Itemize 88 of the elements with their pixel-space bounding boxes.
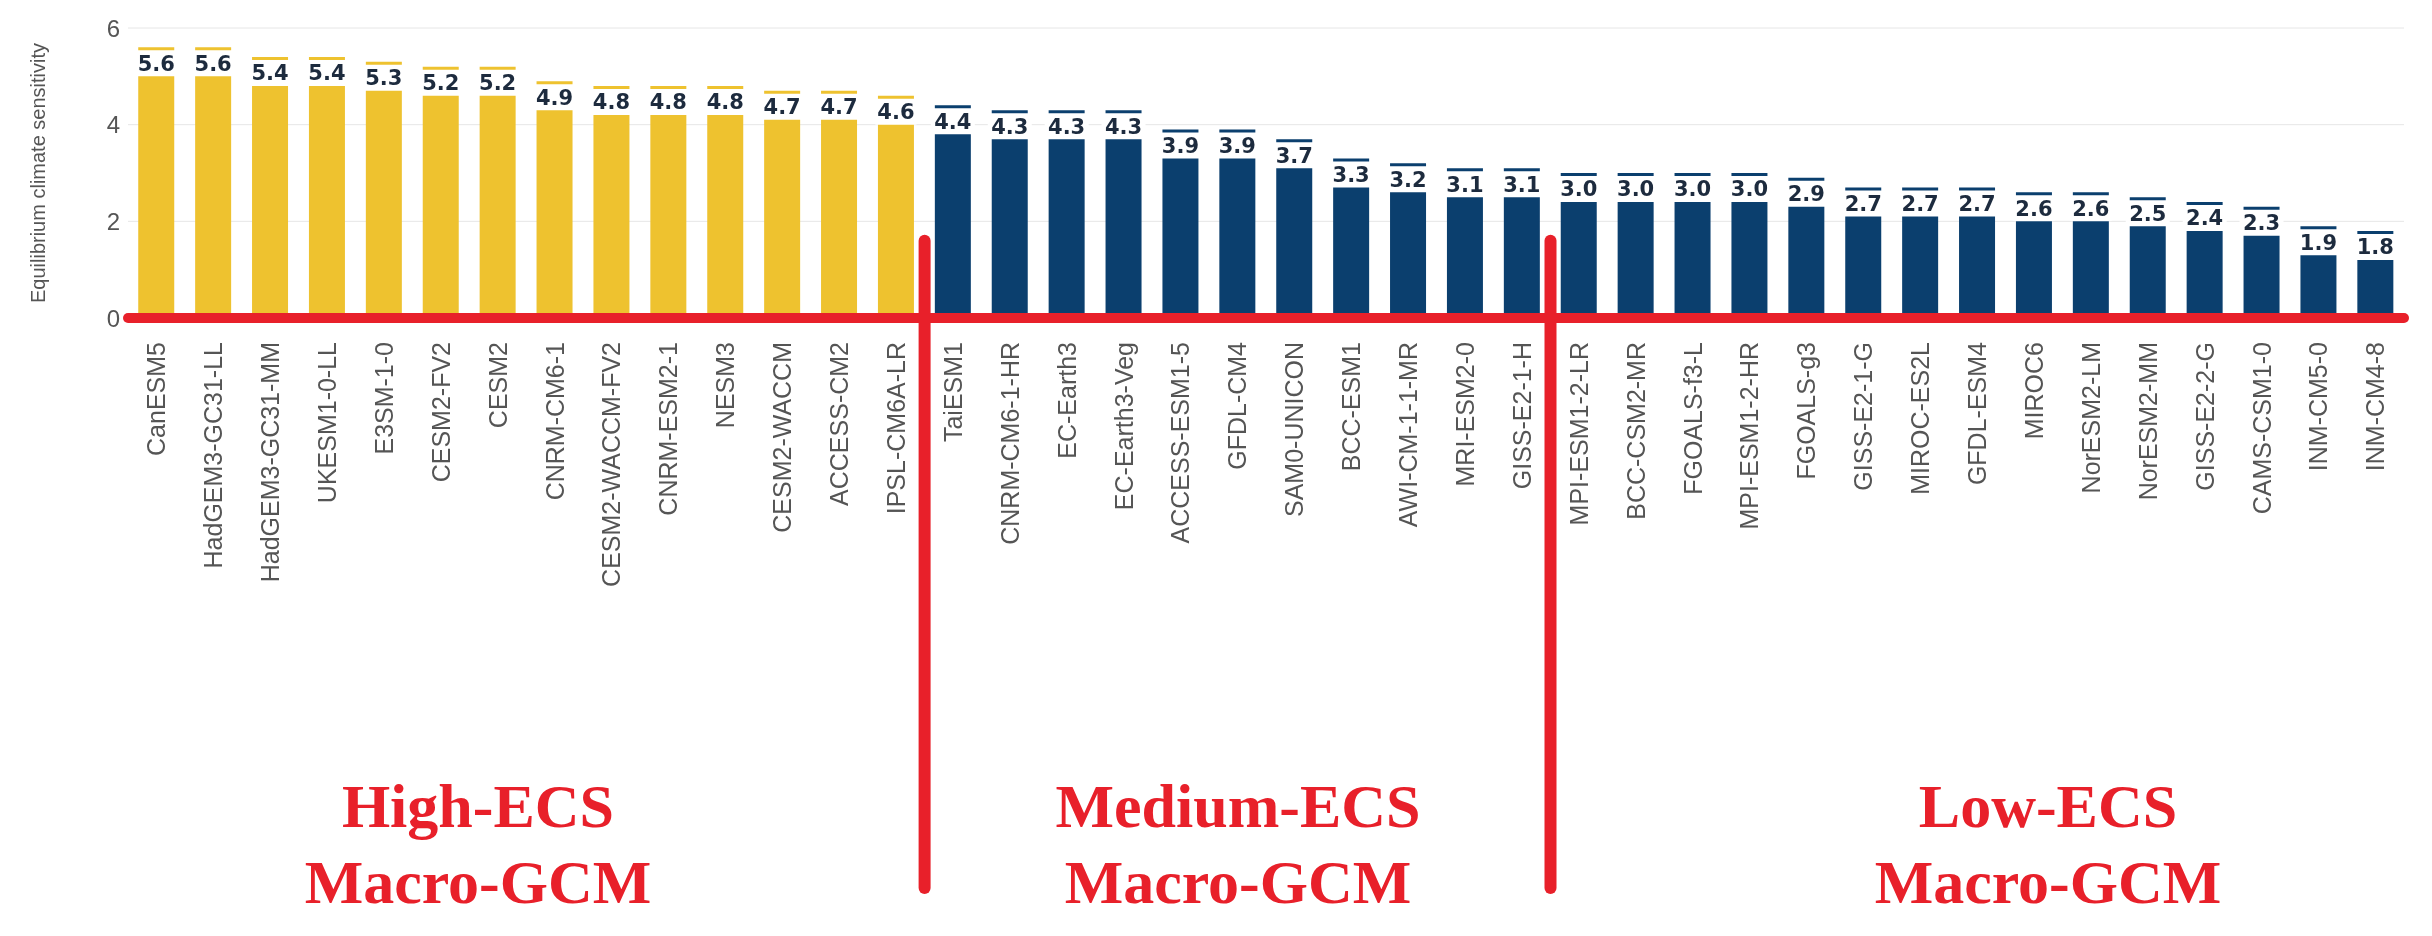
x-tick-label: MRI-ESM2-0 xyxy=(1450,342,1479,487)
data-label: 2.7 xyxy=(1958,191,1996,216)
data-label: 3.0 xyxy=(1617,177,1655,202)
data-label: 3.9 xyxy=(1218,133,1256,158)
data-label: 2.7 xyxy=(1901,191,1939,216)
x-tick-label: AWI-CM-1-1-MR xyxy=(1394,342,1422,528)
x-tick-label: INM-CM5-0 xyxy=(2304,342,2333,472)
data-label: 4.8 xyxy=(706,90,744,115)
data-label: 4.8 xyxy=(649,90,687,115)
data-label: 3.0 xyxy=(1560,177,1598,202)
data-label: 2.6 xyxy=(2072,196,2110,221)
x-tick-label: GISS-E2-2-G xyxy=(2190,342,2219,491)
x-tick-label: SAM0-UNICON xyxy=(1280,342,1309,518)
data-label: 5.2 xyxy=(422,71,460,96)
x-tick-label: IPSL-CM6A-LR xyxy=(881,342,910,515)
x-tick-label: FGOALS-g3 xyxy=(1792,342,1821,480)
data-label: 2.7 xyxy=(1844,191,1882,216)
x-tick-label: NorESM2-MM xyxy=(2133,342,2162,501)
data-label: 1.8 xyxy=(2356,235,2394,260)
data-label: 2.9 xyxy=(1787,182,1825,207)
data-label: 3.1 xyxy=(1446,172,1484,197)
text: Low-ECS Macro-GCM xyxy=(1873,771,2223,918)
x-tick-label: UKESM1-0-LL xyxy=(312,341,341,504)
x-tick-label: GISS-E2-1-G xyxy=(1849,342,1878,491)
x-tick-label: HadGEM3-GC31-MM xyxy=(256,342,284,583)
data-label: 5.3 xyxy=(365,66,403,91)
data-label: 5.2 xyxy=(479,71,517,96)
x-tick-label: CanESM5 xyxy=(142,342,171,456)
x-tick-label: EC-Earth3 xyxy=(1052,342,1081,459)
y-tick-label: 2 xyxy=(106,207,120,235)
x-tick-label: EC-Earth3-Veg xyxy=(1109,342,1138,511)
data-label: 3.0 xyxy=(1730,177,1769,202)
x-tick-label: MIROC-ES2L xyxy=(1906,341,1935,495)
x-tick-label: GFDL-ESM4 xyxy=(1963,341,1991,486)
data-label: 4.3 xyxy=(1104,114,1143,139)
x-tick-label: MPI-ESM1-2-HR xyxy=(1735,342,1764,530)
x-tick-label: E3SM-1-0 xyxy=(369,342,398,455)
data-label: 3.1 xyxy=(1503,172,1541,197)
x-tick-label: CNRM-CM6-1-HR xyxy=(995,342,1024,545)
data-label: 3.7 xyxy=(1275,143,1313,168)
x-tick-label: GFDL-CM4 xyxy=(1223,341,1252,470)
data-label: 4.9 xyxy=(535,85,574,110)
x-tick-label: NESM3 xyxy=(711,342,740,429)
data-label: 5.4 xyxy=(308,61,346,86)
x-tick-label: HadGEM3-GC31-LL xyxy=(199,341,228,569)
data-label: 3.0 xyxy=(1673,177,1712,202)
data-label: 5.6 xyxy=(137,51,175,76)
data-label: 2.3 xyxy=(2242,211,2281,236)
x-tick-label: CAMS-CSM1-0 xyxy=(2247,342,2276,515)
text: Medium-ECS Macro-GCM xyxy=(1054,771,1422,918)
x-tick-label: FGOALS-f3-L xyxy=(1678,341,1707,495)
text: High-ECS Macro-GCM xyxy=(303,771,653,918)
data-label: 1.9 xyxy=(2299,230,2338,255)
data-label: 4.6 xyxy=(877,100,915,125)
y-tick-label: 0 xyxy=(106,304,120,332)
data-label: 4.8 xyxy=(592,90,631,115)
y-tick-label: 6 xyxy=(106,14,120,42)
x-tick-label: CESM2 xyxy=(483,342,512,429)
x-tick-label: CESM2-WACCM xyxy=(768,342,797,533)
x-tick-label: CESM2-FV2 xyxy=(426,342,455,483)
y-axis-title: Equilibrium climate sensitivity xyxy=(27,42,50,304)
data-label: 4.7 xyxy=(763,95,801,120)
data-label: 4.3 xyxy=(991,114,1029,139)
data-label: 2.5 xyxy=(2129,201,2167,226)
x-tick-label: MIROC6 xyxy=(2019,342,2048,440)
data-label: 4.7 xyxy=(820,95,858,120)
data-label: 5.4 xyxy=(251,61,289,86)
data-label: 3.9 xyxy=(1161,133,1200,158)
x-tick-label: MPI-ESM1-2-LR xyxy=(1564,342,1593,526)
x-tick-label: CNRM-ESM2-1 xyxy=(654,342,683,516)
data-label: 4.3 xyxy=(1048,114,1086,139)
x-tick-label: BCC-ESM1 xyxy=(1337,342,1366,472)
x-tick-label: NorESM2-LM xyxy=(2076,342,2105,494)
x-tick-label: INM-CM4-8 xyxy=(2361,342,2390,472)
data-label: 2.6 xyxy=(2015,196,2053,221)
y-tick-label: 4 xyxy=(106,111,120,139)
x-tick-label: TaiESM1 xyxy=(938,342,967,443)
data-label: 5.6 xyxy=(194,51,232,76)
data-label: 2.4 xyxy=(2186,206,2224,231)
data-label: 4.4 xyxy=(934,109,972,134)
x-tick-label: CESM2-WACCM-FV2 xyxy=(597,342,626,587)
x-tick-label: CNRM-CM6-1 xyxy=(540,342,569,501)
data-label: 3.2 xyxy=(1389,167,1427,192)
x-tick-label: ACCESS-ESM1-5 xyxy=(1166,342,1195,544)
x-tick-label: ACCESS-CM2 xyxy=(825,342,853,506)
x-tick-label: BCC-CSM2-MR xyxy=(1621,342,1650,520)
data-label: 3.3 xyxy=(1332,162,1370,187)
x-tick-label: GISS-E2-1-H xyxy=(1507,342,1536,490)
